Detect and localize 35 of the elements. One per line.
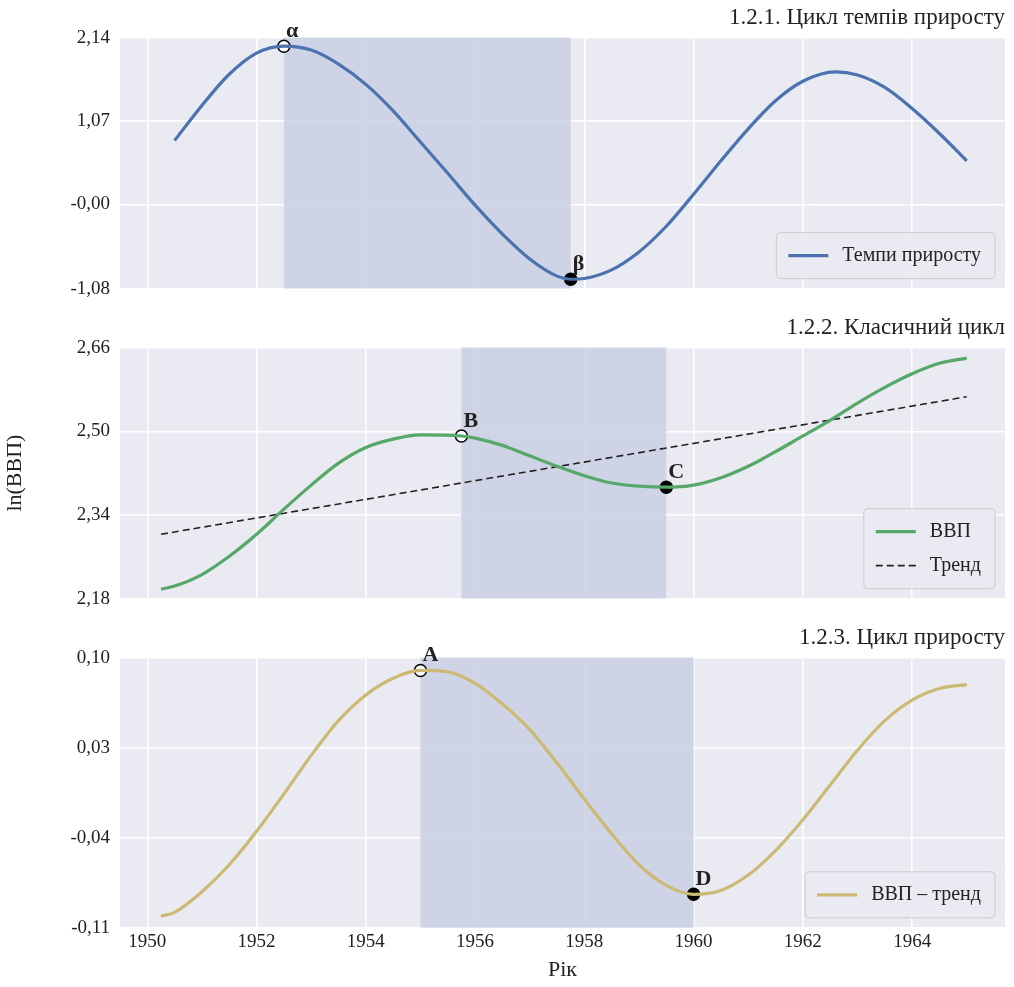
annotation: D bbox=[695, 865, 712, 891]
y-tick-label: 0,03 bbox=[76, 735, 110, 757]
annotation: A bbox=[422, 641, 439, 667]
x-tick-label: 1952 bbox=[237, 930, 276, 952]
annotation: C bbox=[668, 457, 685, 483]
y-tick-label: -0,00 bbox=[70, 192, 110, 214]
x-tick-label: 1960 bbox=[674, 930, 713, 952]
annotation: B bbox=[463, 406, 479, 432]
y-tick-label: 2,66 bbox=[76, 335, 110, 357]
y-tick-label: -0,11 bbox=[71, 915, 110, 937]
x-tick-label: 1956 bbox=[456, 930, 495, 952]
y-tick-label: 2,50 bbox=[76, 419, 110, 441]
x-axis-title: Рік bbox=[547, 955, 578, 981]
y-axis-title: ln(ВВП) bbox=[0, 434, 26, 512]
y-tick-label: -0,04 bbox=[70, 825, 111, 847]
legend-label: ВВП – тренд bbox=[871, 882, 982, 906]
annotation: β bbox=[572, 249, 585, 275]
y-tick-label: 2,14 bbox=[76, 25, 111, 47]
x-tick-label: 1950 bbox=[128, 930, 167, 952]
y-tick-label: 2,18 bbox=[76, 586, 110, 608]
legend-label: Темпи приросту bbox=[842, 242, 981, 266]
chart-title: 1.2.3. Цикл приросту bbox=[799, 623, 1006, 649]
chart-title: 1.2.2. Класичний цикл bbox=[786, 313, 1005, 339]
legend-label: Тренд bbox=[929, 552, 982, 576]
x-tick-label: 1962 bbox=[783, 930, 822, 952]
x-tick-label: 1954 bbox=[346, 930, 386, 952]
y-tick-label: 1,07 bbox=[76, 109, 110, 131]
annotation: α bbox=[285, 16, 299, 42]
x-tick-label: 1958 bbox=[565, 930, 604, 952]
y-tick-label: 0,10 bbox=[76, 645, 110, 667]
x-tick-label: 1964 bbox=[893, 930, 932, 952]
chart-title: 1.2.1. Цикл темпів приросту bbox=[728, 3, 1006, 29]
legend-label: ВВП bbox=[929, 518, 971, 541]
y-tick-label: 2,34 bbox=[76, 502, 111, 524]
y-tick-label: -1,08 bbox=[70, 276, 110, 298]
